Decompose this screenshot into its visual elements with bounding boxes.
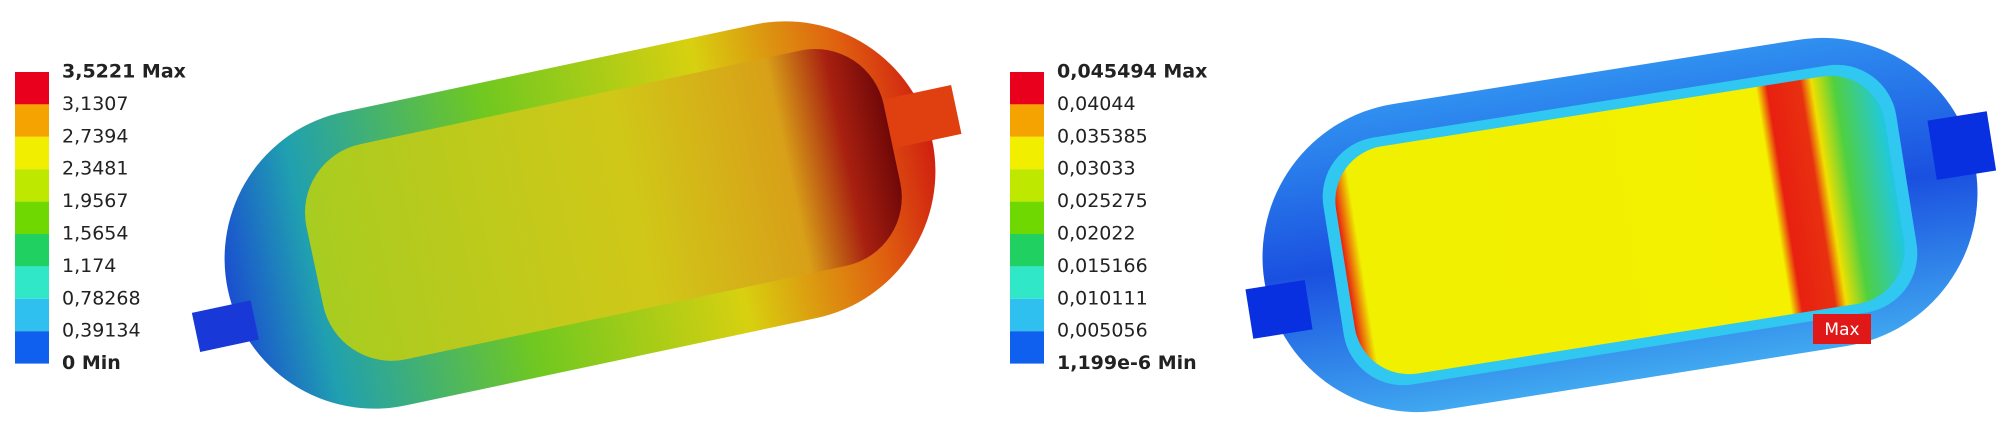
legend-swatch [15,104,49,137]
legend-label: 0,025275 [1057,190,1148,212]
annotation-box [1813,314,1871,344]
legend-label: 1,199e-6 Min [1057,352,1197,374]
legend-swatch [1010,72,1044,105]
legend-label: 3,1307 [62,93,128,115]
legend-label: 0,78268 [62,287,141,309]
legend-swatch [15,331,49,364]
legend-label: 0,005056 [1057,320,1148,342]
legend-swatch [1010,136,1044,170]
legend-label: 0,02022 [1057,223,1136,245]
legend-swatch [1010,169,1044,202]
legend-swatch [15,136,49,170]
legend-label: 0,010111 [1057,287,1148,309]
vessel-right [1245,37,1997,413]
legend-label: 0,015166 [1057,255,1148,277]
legend-label: 0,39134 [62,320,141,342]
legend-label: 1,5654 [62,223,128,245]
legend-swatch [15,266,49,299]
legend-swatch [15,201,49,234]
legend-label: 0,04044 [1057,93,1136,115]
legend-swatch [1010,201,1044,234]
legend-label: 3,5221 Max [62,61,186,83]
annotation: Max [1824,320,1859,340]
legend-swatch [15,298,49,332]
legend-label: 0 Min [62,352,121,374]
legend-label: 1,9567 [62,190,128,212]
legend-swatch [1010,104,1044,137]
legend-label: 1,174 [62,255,116,277]
legend-swatch [1010,298,1044,332]
legend-label: 0,035385 [1057,125,1148,147]
legend-swatch [1010,331,1044,364]
legend-swatch [1010,266,1044,299]
legend-swatch [15,72,49,105]
legend-label: 2,7394 [62,125,128,147]
legend-label: 0,03033 [1057,158,1136,180]
legend-swatch [15,234,49,267]
vessel-left [191,21,962,409]
legend-label: 0,045494 Max [1057,61,1207,83]
legend-label: 2,3481 [62,158,128,180]
legend-swatch [1010,234,1044,267]
legend-swatch [15,169,49,202]
